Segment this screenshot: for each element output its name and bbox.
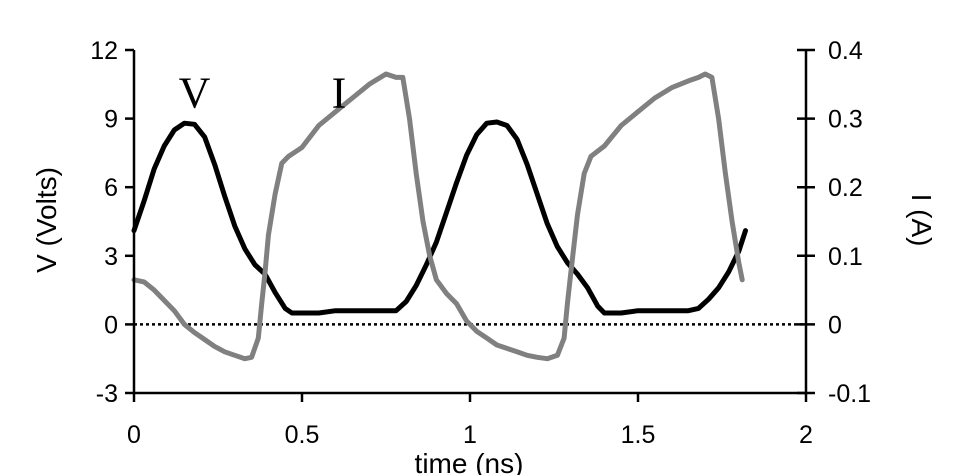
series-line-i [131, 71, 745, 362]
y-axis-title: V (Volts) [31, 167, 62, 273]
y2-tick-label: 0.4 [828, 37, 863, 65]
y-tick-label: 0 [104, 311, 118, 339]
y-tick-label: 3 [104, 243, 118, 271]
x-tick-label: 0.5 [285, 421, 320, 449]
x-tick-label: 1.5 [621, 421, 656, 449]
y2-tick-label: 0.3 [828, 106, 863, 134]
y2-tick-label: -0.1 [828, 380, 871, 408]
x-tick-label: 1 [463, 421, 477, 449]
y-tick-label: 12 [90, 37, 118, 65]
y-tick-label: 9 [104, 106, 118, 134]
y-tick-label: -3 [96, 380, 118, 408]
x-tick-label: 0 [127, 421, 141, 449]
x-tick-label: 2 [799, 421, 813, 449]
y-tick-label: 6 [104, 174, 118, 202]
y2-tick-label: 0.1 [828, 243, 863, 271]
y2-tick-label: 0.2 [828, 174, 863, 202]
x-axis-title: time (ns) [415, 448, 524, 475]
series-label-v: V [179, 68, 211, 117]
series-label-i: I [332, 68, 347, 117]
y2-tick-label: 0 [828, 311, 842, 339]
series-line-v [131, 119, 748, 316]
y2-axis-title: I (A) [906, 194, 937, 247]
